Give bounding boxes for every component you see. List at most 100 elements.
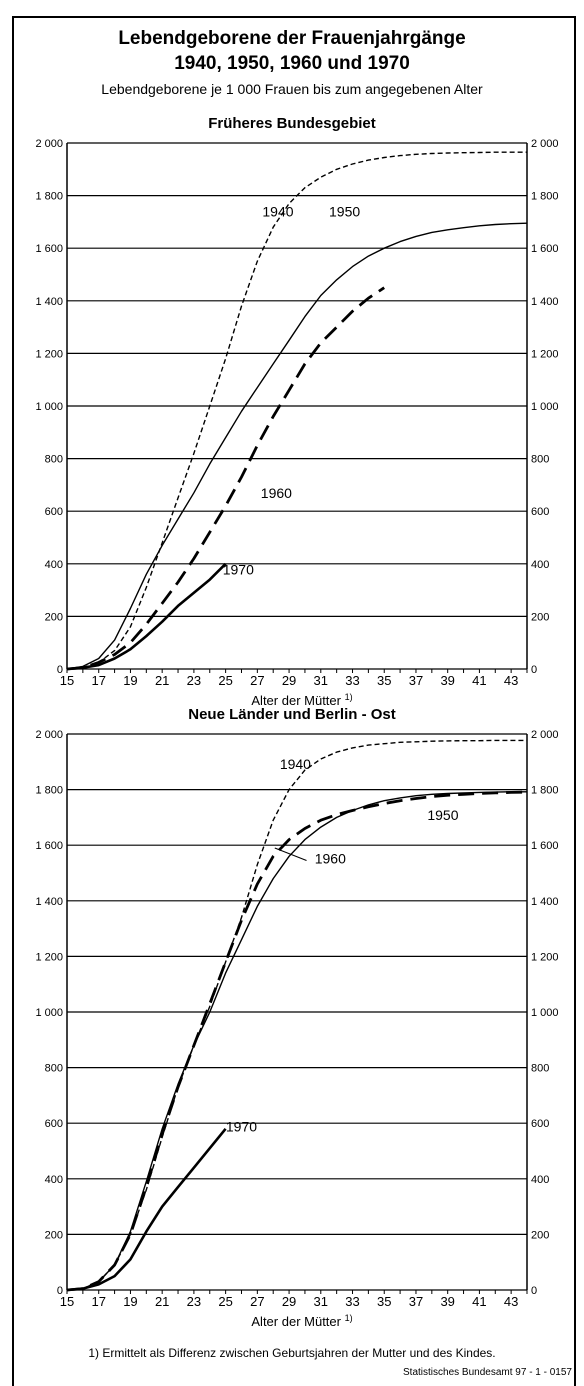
- x-tick-label: 43: [504, 1294, 518, 1309]
- label-leader-1960: [274, 847, 307, 861]
- y-tick-label-right: 0: [531, 664, 537, 676]
- x-tick-label: 35: [377, 1294, 391, 1309]
- y-tick-label-left: 1 400: [35, 896, 63, 908]
- x-tick-label: 33: [345, 1294, 359, 1309]
- x-tick-label: 25: [218, 673, 232, 688]
- x-tick-label: 17: [91, 1294, 105, 1309]
- y-tick-label-left: 1 200: [35, 348, 63, 360]
- y-tick-label-left: 400: [45, 559, 63, 571]
- y-tick-label-right: 1 000: [531, 401, 559, 413]
- panel-title-west: Früheres Bundesgebiet: [208, 115, 376, 132]
- series-label-1970: 1970: [226, 1119, 257, 1135]
- source-credit: Statistisches Bundesamt 97 - 1 - 0157: [403, 1367, 572, 1378]
- y-tick-label-left: 600: [45, 1118, 63, 1130]
- y-tick-label-left: 1 000: [35, 1007, 63, 1019]
- x-tick-label: 29: [282, 1294, 296, 1309]
- x-tick-label: 23: [187, 1294, 201, 1309]
- x-tick-label: 41: [472, 673, 486, 688]
- series-label-1960: 1960: [261, 485, 292, 501]
- series-label-1940: 1940: [280, 756, 311, 772]
- series-line-1940: [66, 151, 527, 670]
- x-tick-label: 43: [504, 673, 518, 688]
- x-tick-label: 19: [123, 673, 137, 688]
- series-line-1970: [66, 562, 227, 671]
- y-tick-label-left: 600: [45, 506, 63, 518]
- y-tick-label-right: 1 600: [531, 840, 559, 852]
- x-tick-label: 17: [91, 673, 105, 688]
- y-tick-label-left: 800: [45, 1063, 63, 1075]
- figure-frame: [12, 16, 576, 1386]
- y-tick-label-right: 1 200: [531, 951, 559, 963]
- y-tick-label-right: 0: [531, 1285, 537, 1297]
- x-axis-title: Alter der Mütter 1): [251, 692, 352, 708]
- y-tick-label-left: 1 400: [35, 296, 63, 308]
- y-tick-label-right: 400: [531, 1174, 549, 1186]
- y-tick-label-right: 200: [531, 611, 549, 623]
- x-tick-label: 15: [60, 1294, 74, 1309]
- footnote: 1) Ermittelt als Differenz zwischen Gebu…: [88, 1346, 496, 1360]
- series-label-1950: 1950: [427, 807, 458, 823]
- y-tick-label-left: 1 600: [35, 840, 63, 852]
- y-tick-label-right: 1 400: [531, 296, 559, 308]
- x-tick-label: 25: [218, 1294, 232, 1309]
- y-tick-label-right: 1 000: [531, 1007, 559, 1019]
- y-tick-label-right: 1 800: [531, 785, 559, 797]
- x-tick-label: 21: [155, 1294, 169, 1309]
- chart-title-years: 1940, 1950, 1960 und 1970: [174, 53, 410, 74]
- x-tick-label: 37: [409, 1294, 423, 1309]
- y-tick-label-right: 600: [531, 506, 549, 518]
- y-tick-label-left: 1 600: [35, 243, 63, 255]
- x-tick-label: 27: [250, 1294, 264, 1309]
- x-tick-label: 15: [60, 673, 74, 688]
- y-tick-label-left: 0: [57, 1285, 63, 1297]
- x-tick-label: 27: [250, 673, 264, 688]
- series-label-1970: 1970: [223, 561, 254, 577]
- y-tick-label-left: 2 000: [35, 729, 63, 741]
- y-tick-label-right: 2 000: [531, 138, 559, 150]
- y-tick-label-right: 1 800: [531, 191, 559, 203]
- y-tick-label-right: 400: [531, 559, 549, 571]
- y-tick-label-left: 1 800: [35, 191, 63, 203]
- x-tick-label: 31: [314, 1294, 328, 1309]
- series-line-1950: [66, 222, 528, 670]
- series-line-1960: [66, 790, 528, 1292]
- x-tick-label: 29: [282, 673, 296, 688]
- y-tick-label-left: 200: [45, 1229, 63, 1241]
- x-tick-label: 21: [155, 673, 169, 688]
- x-tick-label: 37: [409, 673, 423, 688]
- x-axis-title: Alter der Mütter 1): [251, 1313, 352, 1329]
- y-tick-label-left: 1 200: [35, 951, 63, 963]
- x-tick-label: 33: [345, 673, 359, 688]
- y-tick-label-right: 800: [531, 454, 549, 466]
- y-tick-label-left: 1 000: [35, 401, 63, 413]
- series-label-1950: 1950: [329, 204, 360, 220]
- y-tick-label-left: 200: [45, 611, 63, 623]
- y-tick-label-right: 1 400: [531, 896, 559, 908]
- x-tick-label: 39: [440, 673, 454, 688]
- series-label-1960: 1960: [315, 850, 346, 866]
- y-tick-label-right: 800: [531, 1063, 549, 1075]
- y-tick-label-left: 2 000: [35, 138, 63, 150]
- x-tick-label: 19: [123, 1294, 137, 1309]
- y-tick-label-left: 1 800: [35, 785, 63, 797]
- chart-title: Lebendgeborene der Frauenjahrgänge: [118, 28, 466, 49]
- y-tick-label-right: 1 200: [531, 348, 559, 360]
- x-tick-label: 23: [187, 673, 201, 688]
- y-tick-label-right: 200: [531, 1229, 549, 1241]
- x-tick-label: 31: [314, 673, 328, 688]
- y-tick-label-right: 2 000: [531, 729, 559, 741]
- y-tick-label-right: 600: [531, 1118, 549, 1130]
- series-line-1960: [66, 286, 385, 671]
- y-tick-label-right: 1 600: [531, 243, 559, 255]
- y-tick-label-left: 800: [45, 454, 63, 466]
- chart-subtitle: Lebendgeborene je 1 000 Frauen bis zum a…: [101, 81, 483, 97]
- y-tick-label-left: 0: [57, 664, 63, 676]
- series-label-1940: 1940: [262, 204, 293, 220]
- x-tick-label: 35: [377, 673, 391, 688]
- panel-title-east: Neue Länder und Berlin - Ost: [188, 706, 396, 723]
- x-tick-label: 41: [472, 1294, 486, 1309]
- x-tick-label: 39: [440, 1294, 454, 1309]
- series-line-1950: [66, 791, 527, 1291]
- series-line-1970: [66, 1127, 227, 1292]
